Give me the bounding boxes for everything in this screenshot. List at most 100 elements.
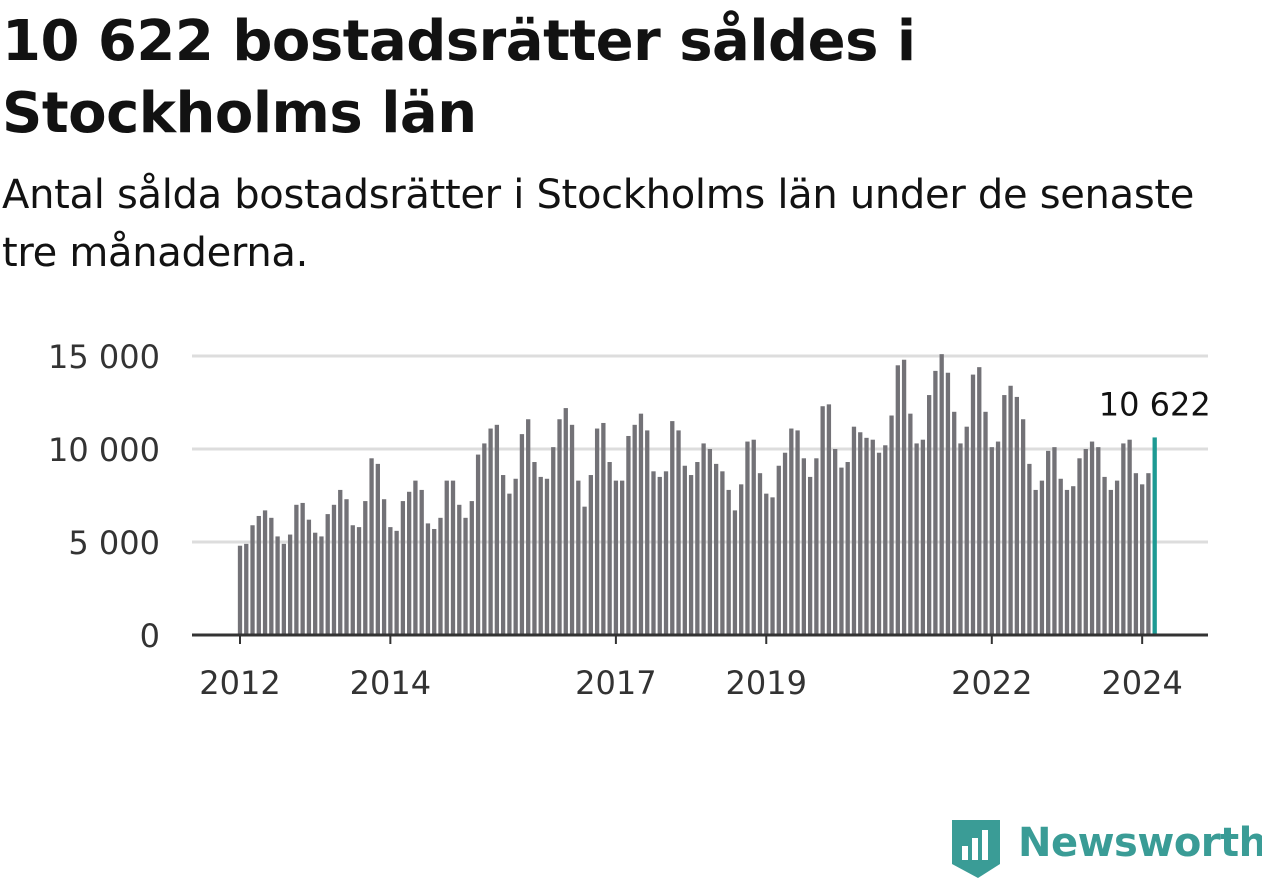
- bar: [876, 452, 882, 635]
- bar: [952, 411, 957, 635]
- bar: [294, 504, 299, 635]
- bar: [375, 463, 380, 635]
- bar: [281, 543, 287, 635]
- bar: [1046, 450, 1051, 635]
- bar: [751, 439, 756, 635]
- bar: [569, 424, 575, 635]
- bar: [870, 439, 875, 635]
- bar: [807, 476, 813, 635]
- bar: [475, 454, 481, 635]
- bar: [469, 501, 474, 635]
- bar: [300, 502, 305, 635]
- bar: [1096, 447, 1101, 635]
- bar: [513, 478, 518, 635]
- bar: [989, 447, 994, 635]
- bar: [1127, 439, 1132, 635]
- bar: [457, 504, 462, 635]
- x-tick-label: 2012: [199, 664, 280, 702]
- bar: [795, 430, 800, 635]
- bar: [450, 480, 456, 635]
- bar: [995, 441, 1001, 635]
- bar: [344, 499, 349, 635]
- bar: [983, 411, 988, 635]
- bar: [463, 517, 468, 635]
- bar: [933, 370, 938, 635]
- bar: [419, 489, 424, 635]
- bar: [958, 443, 963, 635]
- bar: [782, 452, 788, 635]
- bar-chart: 0 5 000 10 000 15 000 2012 2014 2017 2019 2022 20…: [48, 338, 1211, 702]
- bar: [1014, 396, 1020, 635]
- bar: [400, 501, 406, 635]
- bar: [927, 395, 932, 635]
- bar: [814, 458, 819, 635]
- bar: [1002, 395, 1007, 635]
- bar: [313, 532, 318, 635]
- bar: [1146, 473, 1151, 635]
- bar: [413, 480, 418, 635]
- newsworthy-wordmark: Newsworthy: [1018, 820, 1262, 866]
- bar: [576, 480, 581, 635]
- bar: [381, 499, 387, 635]
- bar: [826, 404, 832, 635]
- bar: [256, 515, 261, 635]
- bar: [488, 428, 493, 635]
- bar: [970, 374, 976, 635]
- bar-highlighted: [1152, 437, 1157, 635]
- bar: [1077, 458, 1082, 635]
- bar: [544, 478, 550, 635]
- bar: [688, 475, 694, 635]
- bar: [901, 359, 907, 635]
- bar: [1052, 447, 1057, 635]
- y-tick-label: 5 000: [68, 524, 160, 562]
- bar: [732, 510, 738, 635]
- bar: [262, 510, 268, 635]
- bar: [651, 471, 656, 635]
- bar: [657, 476, 662, 635]
- bar: [638, 413, 644, 635]
- bar: [500, 475, 506, 635]
- bar: [356, 527, 362, 635]
- bar: [482, 443, 487, 635]
- bar: [914, 443, 919, 635]
- bar: [977, 367, 982, 635]
- bar: [1039, 480, 1045, 635]
- bar: [594, 428, 600, 635]
- bar: [820, 406, 825, 635]
- bar: [839, 467, 844, 635]
- newsworthy-logo[interactable]: Newsworthy: [950, 818, 1262, 880]
- y-tick-label: 0: [140, 617, 160, 655]
- bar: [895, 365, 900, 635]
- bar: [526, 419, 531, 635]
- bar: [764, 493, 769, 635]
- bar: [607, 462, 612, 635]
- chart-title: 10 622 bostadsrätter såldes i Stockholms…: [2, 9, 916, 146]
- chart-subtitle: Antal sålda bostadsrätter i Stockholms l…: [2, 172, 1195, 276]
- bar: [1108, 489, 1113, 635]
- y-tick-label: 10 000: [48, 431, 160, 469]
- bar: [613, 480, 619, 635]
- bar: [858, 432, 863, 635]
- bar: [851, 426, 857, 635]
- newsworthy-logo-icon: [952, 820, 1000, 878]
- bar: [438, 517, 443, 635]
- bar: [833, 449, 838, 635]
- bar: [1102, 476, 1107, 635]
- bar: [945, 372, 951, 635]
- x-tick-label: 2024: [1101, 664, 1182, 702]
- bar: [244, 543, 249, 635]
- bar: [1140, 484, 1145, 635]
- bar: [1020, 419, 1026, 635]
- bar: [369, 458, 374, 635]
- bar: [601, 422, 606, 635]
- bar: [789, 428, 794, 635]
- bar: [394, 530, 399, 635]
- bar: [632, 424, 637, 635]
- bar: [776, 465, 781, 635]
- bar: [757, 473, 763, 635]
- bar: [939, 354, 944, 635]
- bar: [1133, 473, 1139, 635]
- bar: [331, 504, 337, 635]
- bar: [620, 480, 625, 635]
- x-tick-label: 2017: [575, 664, 656, 702]
